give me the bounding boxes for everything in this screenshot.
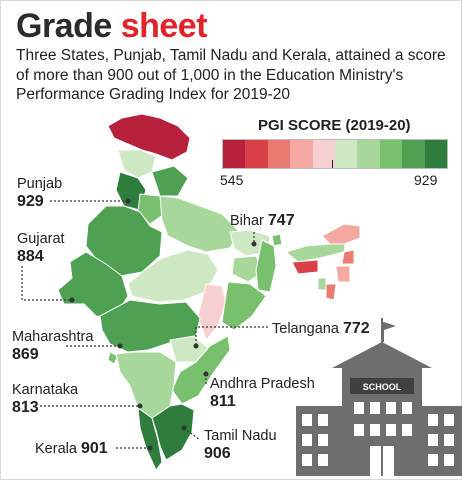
leader-gujarat — [21, 266, 72, 301]
leader-tamil-nadu — [183, 427, 201, 441]
sign-board — [350, 378, 414, 394]
region-manipur — [335, 265, 351, 283]
region-gujarat — [57, 251, 129, 319]
region-tamil-nadu — [151, 403, 195, 461]
leader-lines — [21, 200, 268, 449]
label-maharashtra-score: 869 — [12, 346, 39, 363]
subtitle: Three States, Punjab, Tamil Nadu and Ker… — [16, 47, 446, 103]
flag — [382, 322, 396, 342]
building-right-wing — [420, 406, 462, 476]
region-jammu-kashmir — [107, 113, 191, 161]
legend-swatch-6 — [335, 140, 358, 168]
dot-punjab — [125, 198, 131, 204]
dot-kerala — [147, 445, 153, 451]
leader-dots — [69, 198, 257, 451]
region-nagaland — [341, 249, 355, 265]
region-odisha — [221, 281, 267, 331]
dot-karnataka — [137, 403, 143, 409]
label-tamil-nadu-score: 906 — [204, 445, 231, 462]
legend-swatch-4 — [290, 140, 313, 168]
label-gujarat-score: 884 — [17, 248, 44, 265]
label-punjab: Punjab 929 — [17, 176, 62, 211]
label-karnataka-score: 813 — [12, 399, 39, 416]
label-andhra-pradesh-score: 811 — [210, 393, 236, 410]
region-haryana — [137, 193, 165, 225]
legend-swatch-8 — [379, 140, 403, 168]
legend-swatch-3 — [267, 140, 291, 168]
school-building-illustration: SCHOOL — [296, 318, 462, 476]
legend-swatch-5 — [312, 140, 336, 168]
legend-min: 545 — [220, 172, 244, 188]
dot-maharashtra — [117, 343, 123, 349]
dot-bihar — [251, 241, 257, 247]
school-sign-text: SCHOOL — [363, 382, 402, 392]
leader-telangana — [195, 326, 268, 346]
region-rajasthan — [85, 205, 163, 277]
label-maharashtra: Maharashtra 869 — [12, 329, 93, 364]
label-kerala: Kerala 901 — [35, 440, 108, 458]
label-kerala-score: 901 — [80, 440, 108, 457]
title-word-2: sheet — [120, 7, 208, 45]
label-bihar: Bihar 747 — [230, 212, 295, 230]
legend-title: PGI SCORE (2019-20) — [258, 117, 411, 134]
label-andhra-pradesh: Andhra Pradesh 811 — [210, 376, 315, 411]
region-mizoram — [325, 283, 337, 301]
page-title: Grade sheet — [16, 6, 208, 46]
label-andhra-pradesh-name: Andhra Pradesh — [210, 376, 315, 392]
region-uttar-pradesh — [159, 195, 241, 253]
label-bihar-name: Bihar — [230, 213, 264, 229]
region-sikkim — [271, 233, 283, 247]
legend-color-scale — [222, 139, 448, 169]
label-maharashtra-name: Maharashtra — [12, 329, 94, 345]
legend-swatch-9 — [402, 140, 425, 168]
dot-telangana — [193, 343, 199, 349]
label-gujarat: Gujarat 884 — [17, 231, 65, 266]
label-karnataka: Karnataka 813 — [12, 382, 78, 417]
label-gujarat-name: Gujarat — [17, 231, 65, 247]
label-telangana: Telangana 772 — [272, 320, 370, 338]
label-tamil-nadu-name: Tamil Nadu — [204, 428, 277, 444]
region-uttarakhand — [151, 165, 189, 197]
label-telangana-name: Telangana — [272, 321, 339, 337]
legend-tick — [332, 160, 333, 168]
flag-pole — [381, 318, 383, 344]
region-meghalaya — [291, 259, 319, 275]
legend-swatch-7 — [357, 140, 380, 168]
region-arunachal — [321, 223, 361, 245]
label-punjab-score: 929 — [17, 193, 44, 210]
region-tripura — [317, 277, 327, 291]
legend-swatch-1 — [223, 140, 246, 168]
dot-gujarat — [69, 297, 75, 303]
label-bihar-score: 747 — [267, 212, 295, 229]
legend-swatch-10 — [424, 140, 448, 168]
legend-max: 929 — [414, 172, 438, 188]
label-tamil-nadu: Tamil Nadu 906 — [204, 428, 277, 463]
building-roof — [332, 342, 432, 368]
region-goa — [107, 351, 119, 365]
windows — [302, 402, 454, 466]
dot-tamil-nadu — [181, 425, 187, 431]
dot-andhra — [203, 371, 209, 377]
region-jharkhand — [231, 255, 263, 283]
label-karnataka-name: Karnataka — [12, 382, 79, 398]
legend-swatch-2 — [245, 140, 268, 168]
label-kerala-name: Kerala — [35, 441, 77, 457]
title-word-1: Grade — [16, 7, 112, 45]
door-split — [381, 446, 383, 476]
label-punjab-name: Punjab — [17, 176, 63, 192]
label-telangana-score: 772 — [342, 320, 370, 337]
